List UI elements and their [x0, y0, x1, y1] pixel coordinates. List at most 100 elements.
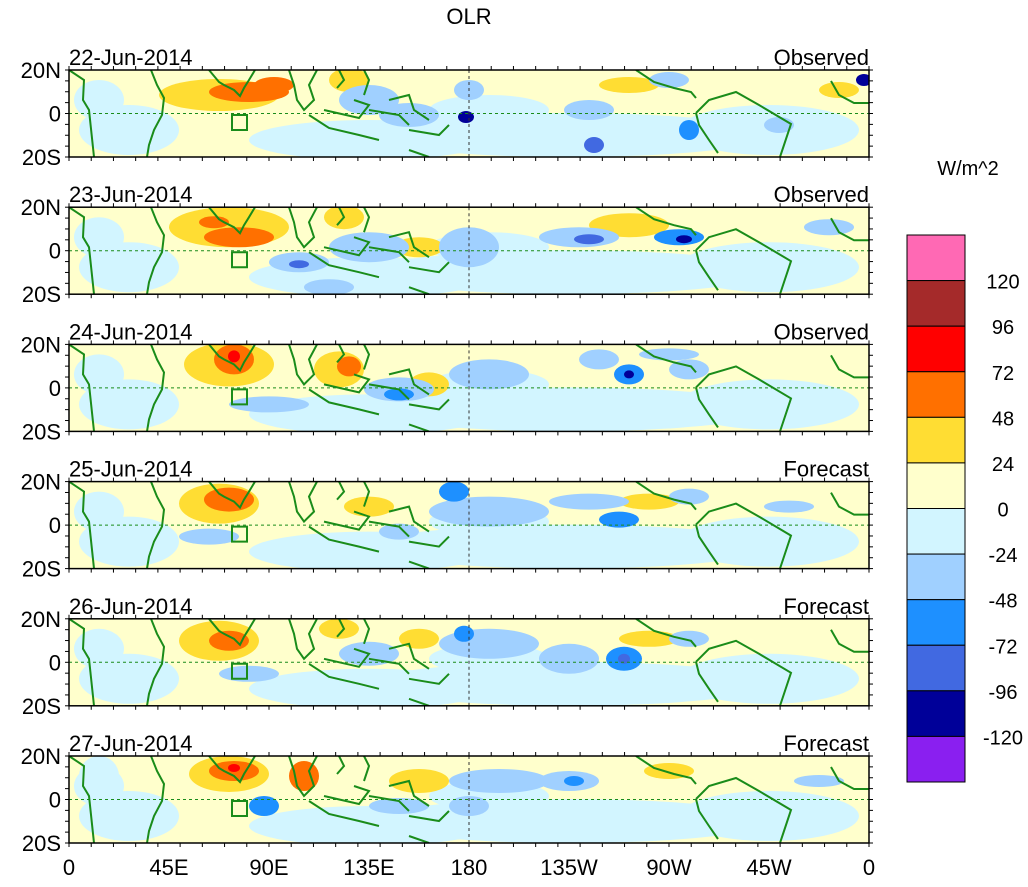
colorbar-swatch [906, 280, 966, 327]
panel-kind: Forecast [783, 457, 869, 482]
map-panel: 27-Jun-2014 Forecast 20N 0 20S [21, 731, 873, 856]
x-tick-label: 45E [149, 855, 188, 880]
anomaly-contour [74, 491, 124, 532]
anomaly-field [69, 70, 869, 157]
anomaly-field [69, 481, 869, 569]
anomaly-contour [856, 74, 869, 86]
coastline [308, 756, 450, 843]
panel-kind: Forecast [783, 594, 869, 619]
coastline [288, 344, 318, 386]
anomaly-contour [337, 356, 361, 377]
anomaly-contour [539, 643, 599, 674]
anomaly-contour [679, 120, 699, 140]
coastline [695, 502, 793, 569]
anomaly-contour [679, 242, 859, 293]
coastline [288, 207, 318, 249]
x-tick-label: 135W [540, 855, 598, 880]
anomaly-contour [209, 630, 249, 651]
y-tick-label: 20N [21, 58, 61, 83]
coastline [288, 70, 318, 112]
colorbar-swatch [906, 553, 966, 601]
anomaly-contour [199, 216, 229, 229]
anomaly-contour [549, 493, 629, 510]
x-tick-label: 0 [63, 855, 75, 880]
anomaly-field [69, 207, 869, 295]
anomaly-contour [228, 764, 240, 772]
anomaly-contour [679, 653, 859, 704]
y-tick-label: 20N [21, 607, 61, 632]
anomaly-contour [74, 628, 124, 669]
x-tick-label: 45W [746, 855, 791, 880]
colorbar-swatch [906, 690, 966, 737]
coastline [830, 354, 869, 379]
anomaly-contour [79, 756, 119, 796]
panel-kind: Observed [774, 45, 869, 70]
coastline [308, 207, 450, 295]
region-box [231, 662, 248, 680]
y-tick-label: 20S [22, 419, 61, 444]
colorbar-label: -96 [989, 682, 1018, 704]
panel-date: 26-Jun-2014 [69, 594, 193, 619]
colorbar-swatch [906, 599, 966, 646]
y-tick-label: 0 [49, 239, 61, 264]
coastline [635, 207, 697, 236]
coastline [288, 618, 318, 661]
coastline [695, 90, 793, 157]
y-tick-label: 0 [49, 376, 61, 401]
colorbar-swatch [906, 508, 966, 555]
coastline [695, 228, 793, 295]
coastline [830, 80, 869, 104]
figure-title: OLR [446, 4, 491, 29]
coastline [830, 217, 869, 242]
y-tick-label: 20S [22, 145, 61, 170]
region-box [231, 114, 248, 131]
colorbar-swatch [906, 234, 966, 282]
coastline [69, 344, 95, 432]
coastline [208, 70, 256, 98]
panel-kind: Forecast [783, 731, 869, 756]
colorbar-label: -48 [989, 591, 1018, 613]
coastline [146, 756, 166, 843]
y-tick-label: 20N [21, 744, 61, 769]
anomaly-contour [599, 511, 639, 528]
y-tick-label: 20N [21, 195, 61, 220]
coastline [695, 776, 793, 843]
coastline [146, 70, 166, 157]
coastline [208, 481, 256, 510]
coastline [308, 344, 450, 432]
colorbar-label: -24 [989, 545, 1018, 567]
map-panel: 26-Jun-2014 Forecast 20N 0 20S [21, 594, 873, 719]
anomaly-contour [74, 354, 124, 395]
anomaly-contour [679, 791, 859, 841]
x-tick-label: 135E [343, 855, 394, 880]
coastline [830, 629, 869, 653]
anomaly-contour [304, 279, 354, 295]
region-box [231, 388, 248, 406]
x-tick-label: 90W [646, 855, 691, 880]
y-tick-label: 0 [49, 513, 61, 538]
anomaly-contour [679, 379, 859, 430]
coastline [635, 756, 697, 785]
y-tick-label: 20N [21, 470, 61, 495]
map-panel: 24-Jun-2014 Observed 20N 0 20S [21, 319, 873, 444]
coastline [308, 481, 450, 569]
anomaly-contour [289, 260, 309, 269]
panel-date: 25-Jun-2014 [69, 457, 193, 482]
coastline [308, 70, 450, 157]
coastline [830, 492, 869, 516]
anomaly-field [69, 756, 869, 843]
colorbar-swatch [906, 644, 966, 692]
colorbar-label: 120 [986, 272, 1019, 294]
anomaly-contour [618, 653, 630, 664]
anomaly-contour [74, 217, 124, 258]
anomaly-field [69, 618, 869, 706]
anomaly-contour [676, 235, 692, 244]
anomaly-contour [229, 396, 309, 413]
coastline [308, 618, 450, 706]
coastline [208, 756, 256, 784]
anomaly-contour [454, 625, 474, 642]
anomaly-contour [669, 630, 709, 647]
anomaly-contour [389, 769, 449, 793]
anomaly-contour [624, 370, 634, 379]
anomaly-contour [794, 775, 844, 787]
